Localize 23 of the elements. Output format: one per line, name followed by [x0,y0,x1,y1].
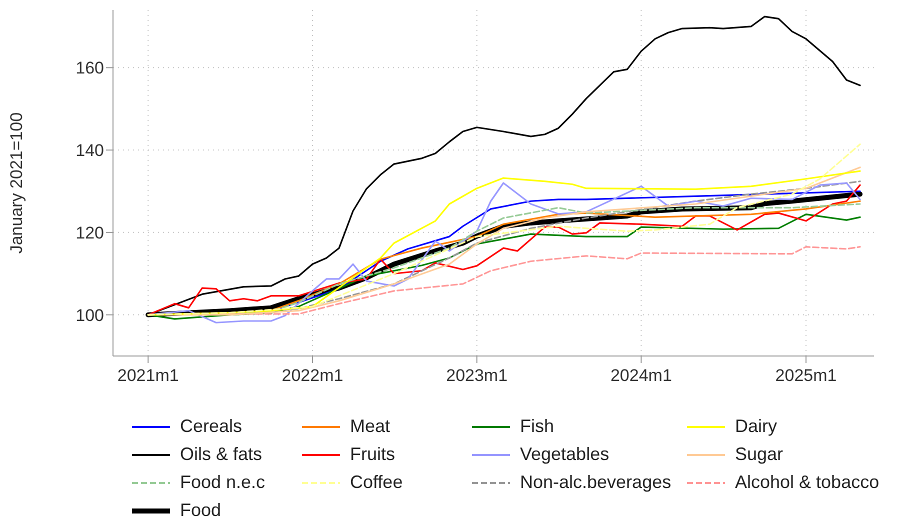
legend-label: Meat [350,416,390,437]
y-tick-label: 120 [76,223,104,242]
x-tick-label: 2023m1 [446,366,508,386]
y-axis-title: January 2021=100 [7,112,26,254]
x-tick-label: 2022m1 [282,366,344,386]
x-tick-label: 2021m1 [117,366,179,386]
legend-label: Fruits [350,444,395,465]
y-tick-label: 160 [76,58,104,78]
legend-label: Sugar [735,444,784,465]
legend-label: Oils & fats [180,444,262,465]
legend-label: Vegetables [520,444,610,465]
legend-label: Fish [520,416,554,437]
legend-label: Non-alc.beverages [520,472,672,493]
legend-label: Alcohol & tobacco [735,472,880,493]
legend-label: Dairy [735,416,778,437]
x-tick-label: 2024m1 [610,366,672,386]
legend-label: Food [180,500,222,521]
x-tick-label: 2025m1 [775,366,837,386]
legend-label: Cereals [180,416,242,437]
y-tick-label: 140 [76,141,104,160]
y-tick-label: 100 [76,306,104,325]
legend-label: Food n.e.c [180,472,266,493]
legend-label: Coffee [350,472,403,493]
